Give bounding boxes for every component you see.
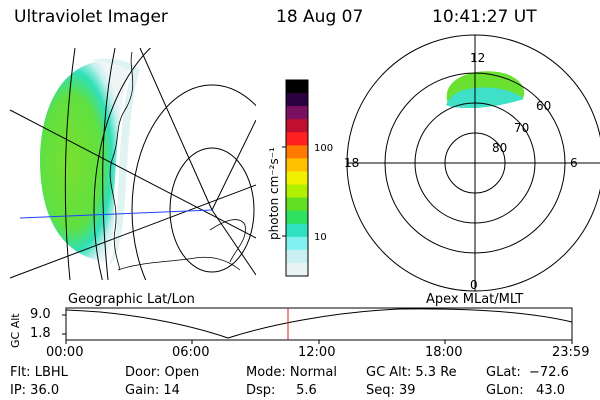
colorbar-swatch: [286, 132, 308, 146]
xtick-1200: 12:00: [298, 345, 336, 360]
colorbar: 100 10 photon cm⁻²s⁻¹: [267, 79, 333, 277]
xtick-0000: 00:00: [46, 345, 84, 360]
aurora-oval-polar-edge: [446, 87, 524, 108]
gc-alt-readout: GC Alt: 5.3 Re: [366, 365, 457, 380]
colorbar-swatch: [286, 171, 308, 186]
colorbar-swatch: [286, 249, 308, 264]
time-label: 10:41:27 UT: [432, 7, 537, 27]
mlat-label-60: 60: [536, 99, 551, 113]
coastline: [109, 51, 246, 271]
dsp-readout: Dsp: 5.6: [246, 383, 317, 398]
altitude-curve: [65, 308, 573, 339]
mlt-label-12: 12: [470, 51, 485, 65]
filter-readout: Flt: LBHL: [10, 365, 68, 380]
ytick-9: 9.0: [30, 307, 51, 322]
glon-readout: GLon: 43.0: [486, 383, 566, 398]
colorbar-swatch: [286, 80, 308, 94]
instrument-title: Ultraviolet Imager: [14, 7, 168, 27]
glat-readout: GLat: −72.6: [486, 365, 569, 380]
door-readout: Door: Open: [125, 365, 200, 380]
terminator-line: [19, 209, 213, 219]
gain-readout: Gain: 14: [125, 383, 180, 398]
seq-readout: Seq: 39: [366, 383, 416, 398]
left-panel-title: Geographic Lat/Lon: [68, 292, 195, 307]
ytick-1-8: 1.8: [30, 326, 51, 341]
polar-plot: 12 18 6 0 60 70 80: [344, 34, 600, 292]
colorbar-swatch: [286, 106, 308, 120]
geographic-map: [9, 48, 256, 280]
mlt-label-0: 0: [470, 278, 478, 292]
date-label: 18 Aug 07: [276, 7, 364, 27]
colorbar-tick-10: 10: [314, 232, 327, 243]
colorbar-swatch: [286, 145, 308, 159]
colorbar-label: photon cm⁻²s⁻¹: [267, 147, 281, 240]
colorbar-swatch: [286, 223, 308, 238]
colorbar-swatch: [286, 158, 308, 172]
colorbar-swatch: [286, 210, 308, 225]
xtick-0600: 06:00: [172, 345, 210, 360]
colorbar-tick-100: 100: [314, 143, 333, 154]
xtick-1800: 18:00: [425, 345, 463, 360]
colorbar-swatch: [286, 197, 308, 212]
colorbar-swatch: [286, 119, 308, 133]
mlt-label-6: 6: [570, 156, 578, 170]
colorbar-swatch: [286, 236, 308, 251]
mlat-label-80: 80: [492, 141, 507, 155]
aurora-oval-geographic: [40, 61, 130, 262]
altitude-timeline: GC Alt: [9, 307, 573, 348]
aurora-fringe: [90, 58, 140, 266]
timeline-ylabel: GC Alt: [9, 313, 22, 348]
colorbar-swatch: [286, 93, 308, 107]
mlt-label-18: 18: [344, 156, 359, 170]
mlat-label-70: 70: [514, 121, 529, 135]
colorbar-swatch: [286, 184, 308, 199]
xtick-2359: 23:59: [552, 345, 590, 360]
ip-readout: IP: 36.0: [10, 383, 60, 398]
right-panel-title: Apex MLat/MLT: [426, 292, 524, 307]
colorbar-swatch: [286, 262, 308, 277]
mode-readout: Mode: Normal: [246, 365, 337, 380]
